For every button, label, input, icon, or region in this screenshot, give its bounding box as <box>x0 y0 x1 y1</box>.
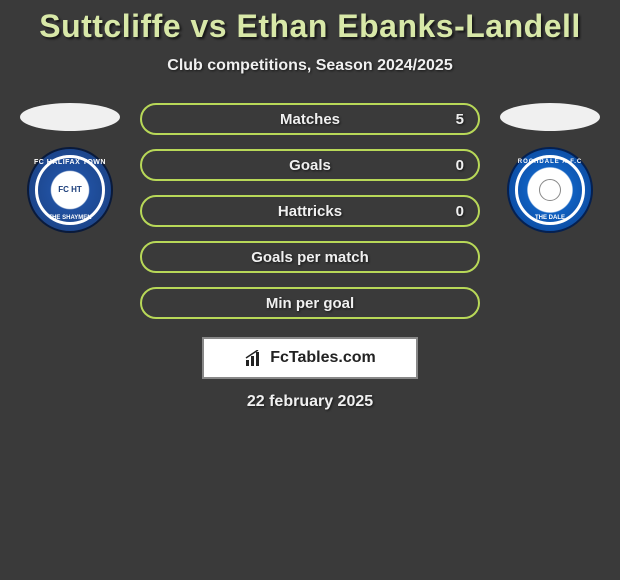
badge-left-inner-text: FC HT <box>58 186 82 194</box>
badge-left-bottom-text: THE SHAYMEN <box>48 215 91 221</box>
player-right-avatar-placeholder <box>500 103 600 131</box>
stat-label: Matches <box>280 111 340 128</box>
badge-right-bottom-text: THE DALE <box>535 215 565 221</box>
stat-label: Goals per match <box>251 249 369 266</box>
watermark: FcTables.com <box>202 337 418 379</box>
stat-right-value: 0 <box>456 203 464 220</box>
stat-row-hattricks: Hattricks 0 <box>140 195 480 227</box>
stat-right-value: 0 <box>456 157 464 174</box>
stat-right-value: 5 <box>456 111 464 128</box>
comparison-card: Suttcliffe vs Ethan Ebanks-Landell Club … <box>0 0 620 411</box>
badge-right-ball-icon <box>539 179 561 201</box>
left-player-column: FC HALIFAX TOWN FC HT THE SHAYMEN <box>20 103 120 233</box>
badge-right-top-text: ROCHDALE A.F.C <box>518 159 582 165</box>
chart-icon <box>244 350 264 366</box>
stat-row-min-per-goal: Min per goal <box>140 287 480 319</box>
stat-row-goals: Goals 0 <box>140 149 480 181</box>
stat-label: Goals <box>289 157 331 174</box>
page-title: Suttcliffe vs Ethan Ebanks-Landell <box>0 8 620 45</box>
stat-row-goals-per-match: Goals per match <box>140 241 480 273</box>
badge-left-top-text: FC HALIFAX TOWN <box>34 159 106 166</box>
club-badge-left: FC HALIFAX TOWN FC HT THE SHAYMEN <box>27 147 113 233</box>
right-player-column: ROCHDALE A.F.C THE DALE <box>500 103 600 233</box>
club-badge-right: ROCHDALE A.F.C THE DALE <box>507 147 593 233</box>
player-left-avatar-placeholder <box>20 103 120 131</box>
subtitle: Club competitions, Season 2024/2025 <box>0 57 620 75</box>
stats-column: Matches 5 Goals 0 Hattricks 0 Goals per … <box>140 103 480 319</box>
watermark-text: FcTables.com <box>270 349 376 367</box>
main-area: FC HALIFAX TOWN FC HT THE SHAYMEN Matche… <box>0 103 620 319</box>
date-text: 22 february 2025 <box>0 393 620 411</box>
stat-row-matches: Matches 5 <box>140 103 480 135</box>
stat-label: Hattricks <box>278 203 342 220</box>
stat-label: Min per goal <box>266 295 354 312</box>
